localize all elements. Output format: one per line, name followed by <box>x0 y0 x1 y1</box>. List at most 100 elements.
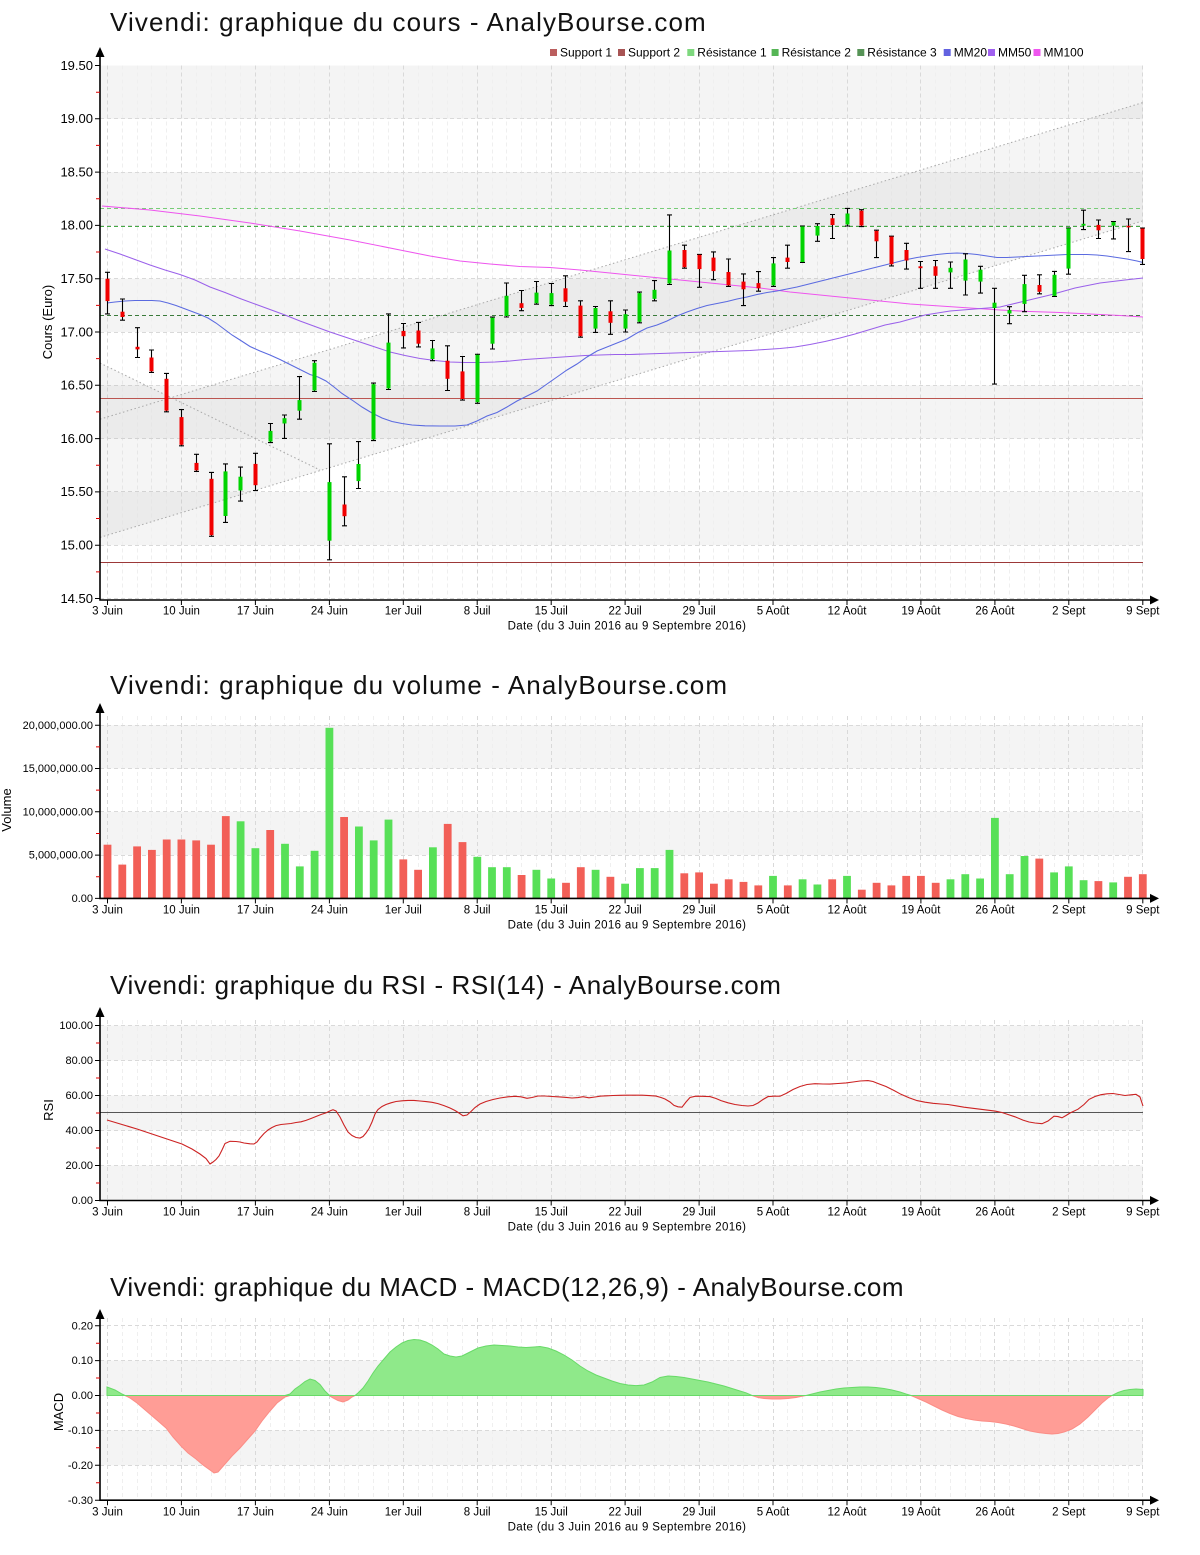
svg-text:26 Août: 26 Août <box>975 606 1015 618</box>
svg-text:10 Juin: 10 Juin <box>163 1207 200 1219</box>
svg-text:40.00: 40.00 <box>65 1125 93 1137</box>
svg-text:15 Juil: 15 Juil <box>535 1207 568 1219</box>
svg-text:8 Juil: 8 Juil <box>464 606 491 618</box>
svg-text:-0.30: -0.30 <box>68 1495 93 1507</box>
svg-text:22 Juil: 22 Juil <box>608 606 641 618</box>
svg-text:0.10: 0.10 <box>72 1355 93 1367</box>
svg-text:26 Août: 26 Août <box>975 1207 1015 1219</box>
svg-text:8 Juil: 8 Juil <box>464 1507 491 1519</box>
svg-text:15.50: 15.50 <box>60 484 93 499</box>
svg-text:19 Août: 19 Août <box>901 606 941 618</box>
svg-text:9 Sept: 9 Sept <box>1126 905 1160 917</box>
svg-text:26 Août: 26 Août <box>975 1507 1015 1519</box>
svg-text:24 Juin: 24 Juin <box>311 905 348 917</box>
svg-text:29 Juil: 29 Juil <box>682 606 715 618</box>
svg-text:Date (du 3 Juin 2016 au 9 Sept: Date (du 3 Juin 2016 au 9 Septembre 2016… <box>508 920 747 932</box>
svg-text:19.00: 19.00 <box>60 111 93 126</box>
svg-text:MM50: MM50 <box>998 46 1032 60</box>
svg-text:24 Juin: 24 Juin <box>311 606 348 618</box>
svg-text:5 Août: 5 Août <box>757 905 790 917</box>
svg-text:0.00: 0.00 <box>72 1390 93 1402</box>
svg-text:RSI: RSI <box>41 1099 56 1121</box>
svg-text:5 Août: 5 Août <box>757 1207 790 1219</box>
svg-text:MM20: MM20 <box>954 46 988 60</box>
svg-text:12 Août: 12 Août <box>827 1207 867 1219</box>
svg-text:12 Août: 12 Août <box>827 905 867 917</box>
svg-text:5 Août: 5 Août <box>757 1507 790 1519</box>
svg-text:17 Juin: 17 Juin <box>237 606 274 618</box>
svg-text:19 Août: 19 Août <box>901 1507 941 1519</box>
svg-text:5 Août: 5 Août <box>757 606 790 618</box>
svg-text:10 Juin: 10 Juin <box>163 905 200 917</box>
svg-text:1er Juil: 1er Juil <box>385 1507 422 1519</box>
svg-text:0.20: 0.20 <box>72 1320 93 1332</box>
svg-text:19.50: 19.50 <box>60 58 93 73</box>
svg-text:1er Juil: 1er Juil <box>385 606 422 618</box>
svg-text:Cours (Euro): Cours (Euro) <box>40 285 55 359</box>
svg-text:Résistance 1: Résistance 1 <box>697 46 767 60</box>
svg-text:Date (du 3 Juin 2016 au 9 Sept: Date (du 3 Juin 2016 au 9 Septembre 2016… <box>508 621 747 633</box>
svg-text:20,000,000.00: 20,000,000.00 <box>23 720 93 732</box>
svg-text:26 Août: 26 Août <box>975 905 1015 917</box>
svg-text:17 Juin: 17 Juin <box>237 1507 274 1519</box>
svg-text:17.50: 17.50 <box>60 271 93 286</box>
svg-text:17 Juin: 17 Juin <box>237 905 274 917</box>
svg-text:1er Juil: 1er Juil <box>385 1207 422 1219</box>
svg-text:80.00: 80.00 <box>65 1055 93 1067</box>
svg-text:15 Juil: 15 Juil <box>535 1507 568 1519</box>
svg-text:20.00: 20.00 <box>65 1160 93 1172</box>
svg-text:29 Juil: 29 Juil <box>682 1507 715 1519</box>
svg-text:Support 1: Support 1 <box>560 46 612 60</box>
svg-text:Résistance 3: Résistance 3 <box>867 46 937 60</box>
svg-text:8 Juil: 8 Juil <box>464 905 491 917</box>
svg-text:15 Juil: 15 Juil <box>535 905 568 917</box>
svg-text:2 Sept: 2 Sept <box>1052 1507 1086 1519</box>
svg-text:9 Sept: 9 Sept <box>1126 1207 1160 1219</box>
svg-text:1er Juil: 1er Juil <box>385 905 422 917</box>
svg-text:18.00: 18.00 <box>60 218 93 233</box>
svg-text:18.50: 18.50 <box>60 164 93 179</box>
svg-text:9 Sept: 9 Sept <box>1126 1507 1160 1519</box>
svg-text:22 Juil: 22 Juil <box>608 1507 641 1519</box>
svg-text:9 Sept: 9 Sept <box>1126 606 1160 618</box>
svg-text:15,000,000.00: 15,000,000.00 <box>23 763 93 775</box>
svg-text:29 Juil: 29 Juil <box>682 905 715 917</box>
svg-text:0.00: 0.00 <box>72 1195 93 1207</box>
svg-text:22 Juil: 22 Juil <box>608 1207 641 1219</box>
svg-text:24 Juin: 24 Juin <box>311 1507 348 1519</box>
svg-text:3 Juin: 3 Juin <box>92 1507 123 1519</box>
svg-text:Support 2: Support 2 <box>628 46 680 60</box>
svg-text:17 Juin: 17 Juin <box>237 1207 274 1219</box>
svg-text:16.50: 16.50 <box>60 378 93 393</box>
svg-text:Résistance 2: Résistance 2 <box>782 46 852 60</box>
svg-text:-0.20: -0.20 <box>68 1460 93 1472</box>
svg-text:19 Août: 19 Août <box>901 905 941 917</box>
svg-text:MACD: MACD <box>51 1393 66 1431</box>
svg-text:15.00: 15.00 <box>60 538 93 553</box>
svg-text:10 Juin: 10 Juin <box>163 1507 200 1519</box>
svg-text:29 Juil: 29 Juil <box>682 1207 715 1219</box>
svg-text:14.50: 14.50 <box>60 591 93 606</box>
svg-text:2 Sept: 2 Sept <box>1052 606 1086 618</box>
svg-text:100.00: 100.00 <box>59 1020 93 1032</box>
svg-text:10 Juin: 10 Juin <box>163 606 200 618</box>
svg-text:3 Juin: 3 Juin <box>92 905 123 917</box>
svg-text:12 Août: 12 Août <box>827 606 867 618</box>
svg-text:5,000,000.00: 5,000,000.00 <box>29 850 93 862</box>
svg-text:12 Août: 12 Août <box>827 1507 867 1519</box>
svg-text:15 Juil: 15 Juil <box>535 606 568 618</box>
svg-text:3 Juin: 3 Juin <box>92 1207 123 1219</box>
svg-text:2 Sept: 2 Sept <box>1052 905 1086 917</box>
svg-text:Vivendi: graphique du volume -: Vivendi: graphique du volume - AnalyBour… <box>110 670 728 700</box>
svg-text:10,000,000.00: 10,000,000.00 <box>23 806 93 818</box>
svg-text:22 Juil: 22 Juil <box>608 905 641 917</box>
svg-text:Vivendi: graphique du MACD - M: Vivendi: graphique du MACD - MACD(12,26,… <box>110 1272 904 1302</box>
svg-text:3 Juin: 3 Juin <box>92 606 123 618</box>
svg-text:24 Juin: 24 Juin <box>311 1207 348 1219</box>
svg-text:16.00: 16.00 <box>60 431 93 446</box>
svg-text:60.00: 60.00 <box>65 1090 93 1102</box>
svg-text:2 Sept: 2 Sept <box>1052 1207 1086 1219</box>
svg-text:0.00: 0.00 <box>72 893 93 905</box>
svg-text:MM100: MM100 <box>1044 46 1084 60</box>
svg-text:19 Août: 19 Août <box>901 1207 941 1219</box>
